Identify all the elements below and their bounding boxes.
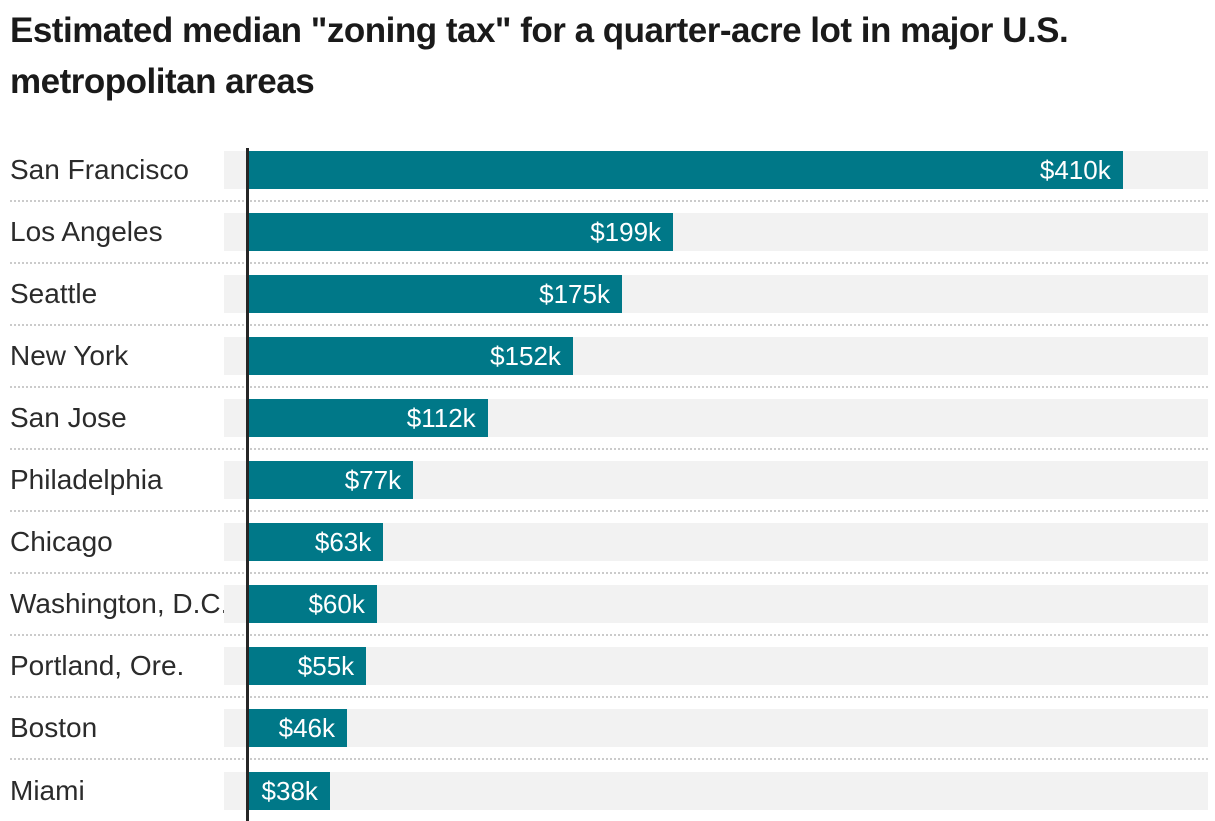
bar: $77k [249, 461, 414, 499]
value-label: $38k [261, 776, 318, 806]
bar-track: $60k [224, 585, 1208, 623]
value-label: $46k [278, 713, 335, 743]
chart-title: Estimated median "zoning tax" for a quar… [10, 11, 1069, 101]
bar-track: $199k [224, 213, 1208, 251]
bar: $199k [249, 213, 674, 251]
bar-region: $199k [249, 213, 1208, 251]
value-label: $175k [539, 279, 610, 309]
bar-row-miami: Miami $38k [10, 760, 1208, 821]
category-label: San Francisco [10, 154, 189, 185]
bar-region: $63k [249, 523, 1208, 561]
value-label: $112k [406, 403, 476, 433]
bar-row-washington-d-c: Washington, D.C. $60k [10, 574, 1208, 636]
bar-track: $77k [224, 461, 1208, 499]
bar-row-philadelphia: Philadelphia $77k [10, 450, 1208, 512]
bar-track: $175k [224, 275, 1208, 313]
bar-region: $152k [249, 337, 1208, 375]
bar-track: $112k [224, 399, 1208, 437]
category-label: San Jose [10, 402, 127, 433]
bar: $46k [249, 709, 347, 747]
bar-region: $77k [249, 461, 1208, 499]
bar-row-los-angeles: Los Angeles $199k [10, 202, 1208, 264]
bar-region: $60k [249, 585, 1208, 623]
category-label: Boston [10, 712, 98, 743]
value-label: $199k [590, 217, 662, 247]
category-label: Portland, Ore. [10, 650, 185, 681]
bar: $38k [249, 772, 330, 810]
bar-row-boston: Boston $46k [10, 698, 1208, 760]
bar-row-san-francisco: San Francisco $410k [10, 140, 1208, 202]
bar-region: $38k [249, 772, 1208, 810]
bar-row-san-jose: San Jose $112k [10, 388, 1208, 450]
bar-region: $410k [249, 151, 1208, 189]
bar-region: $46k [249, 709, 1208, 747]
bar: $112k [249, 399, 488, 437]
category-label: Washington, D.C. [10, 588, 224, 619]
bar-chart: San Francisco $410k Los Angeles $199k Se… [10, 140, 1208, 821]
value-label: $60k [308, 589, 365, 619]
value-label: $410k [1039, 155, 1111, 185]
category-label: Los Angeles [10, 216, 163, 247]
bar-rows: San Francisco $410k Los Angeles $199k Se… [10, 140, 1208, 821]
bar-region: $55k [249, 647, 1208, 685]
category-label: Philadelphia [10, 464, 163, 495]
bar-track: $46k [224, 709, 1208, 747]
bar: $152k [249, 337, 573, 375]
category-label: New York [10, 340, 129, 371]
value-label: $63k [314, 527, 372, 557]
category-label: Chicago [10, 526, 113, 557]
bar-row-chicago: Chicago $63k [10, 512, 1208, 574]
bar-track: $38k [224, 772, 1208, 810]
bar-region: $175k [249, 275, 1208, 313]
bar-track: $410k [224, 151, 1208, 189]
bar-row-new-york: New York $152k [10, 326, 1208, 388]
bar-track: $152k [224, 337, 1208, 375]
category-label: Seattle [10, 278, 98, 309]
bar: $55k [249, 647, 367, 685]
value-label: $152k [490, 341, 561, 371]
bar: $63k [249, 523, 384, 561]
zero-baseline-axis [246, 148, 249, 821]
bar-row-seattle: Seattle $175k [10, 264, 1208, 326]
value-label: $55k [297, 651, 355, 681]
bar-region: $112k [249, 399, 1208, 437]
bar: $410k [249, 151, 1123, 189]
bar: $175k [249, 275, 622, 313]
bar-row-portland-ore: Portland, Ore. $55k [10, 636, 1208, 698]
bar: $60k [249, 585, 377, 623]
value-label: $77k [344, 465, 402, 495]
category-label: Miami [10, 775, 85, 806]
bar-track: $55k [224, 647, 1208, 685]
bar-track: $63k [224, 523, 1208, 561]
